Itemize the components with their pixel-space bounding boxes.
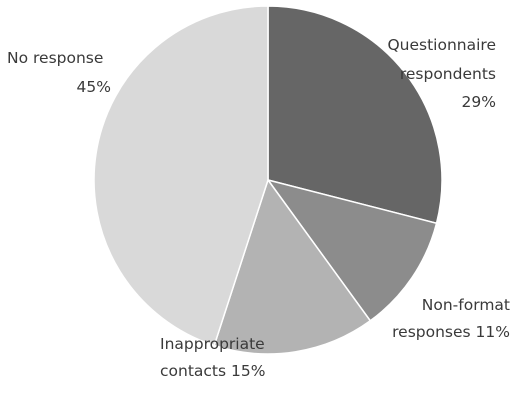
slice-label-line: 45% bbox=[77, 78, 111, 96]
pie-slice-2 bbox=[213, 178, 372, 355]
pie-slice-1 bbox=[266, 178, 438, 322]
pie-slice-0 bbox=[267, 5, 443, 225]
slice-label-0: Questionnaire respondents 29% bbox=[387, 36, 496, 111]
pie-slices bbox=[93, 5, 443, 355]
slice-label-line: 29% bbox=[462, 93, 496, 111]
slice-label-3: No response 45% bbox=[7, 49, 111, 96]
pie-slice-3 bbox=[93, 5, 269, 347]
slice-label-line: contacts 15% bbox=[160, 362, 265, 380]
slice-label-line: No response bbox=[7, 49, 103, 67]
slice-label-line: respondents bbox=[400, 65, 496, 83]
slice-label-line: Inappropriate bbox=[160, 335, 265, 353]
slice-label-2: Inappropriate contacts 15% bbox=[160, 335, 265, 380]
slice-label-line: responses 11% bbox=[392, 323, 510, 341]
slice-label-1: Non-format responses 11% bbox=[392, 296, 510, 341]
slice-label-line: Questionnaire bbox=[387, 36, 496, 54]
slice-label-line: Non-format bbox=[422, 296, 510, 314]
slice-labels: Questionnaire respondents 29% Non-format res… bbox=[7, 36, 510, 380]
